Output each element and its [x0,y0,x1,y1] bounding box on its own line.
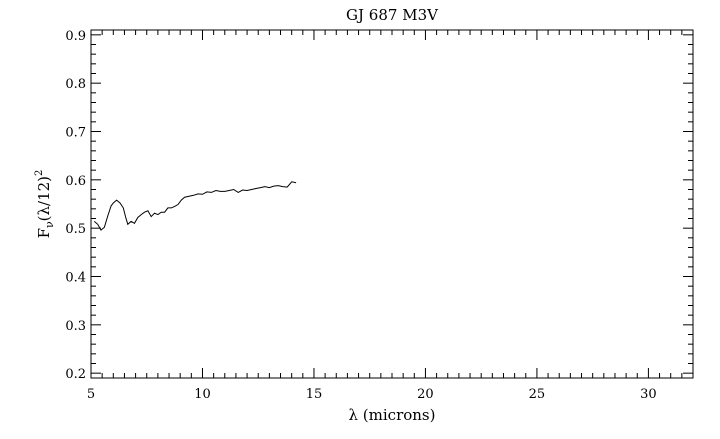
x-tick-label: 5 [87,387,95,402]
y-tick-label: 0.3 [65,319,86,334]
y-axis-title: Fν(λ/12)2 [34,170,56,239]
y-tick-label: 0.2 [65,367,86,382]
plot-frame [90,29,694,379]
x-tick-label: 10 [194,387,211,402]
series-group [93,181,297,231]
x-tick-label: 15 [306,387,323,402]
x-tick-label: 20 [417,387,434,402]
x-tick-label: 25 [529,387,546,402]
x-axis-title: λ (microns) [349,406,436,424]
y-axis-title-sup: 2 [34,170,45,176]
y-tick-label: 0.7 [65,126,86,141]
y-tick-label: 0.5 [65,222,86,237]
y-tick-labels: 0.2 0.3 0.4 0.5 0.6 0.7 0.8 0.9 [65,29,86,382]
plot-frame-rect [90,29,694,379]
chart-title: GJ 687 M3V [346,6,439,24]
y-axis-title-mid: (λ/12) [35,176,53,221]
axis-ticks [90,30,694,378]
x-tick-label: 30 [640,387,657,402]
y-tick-label: 0.4 [65,271,86,286]
x-tick-labels: 5 10 15 20 25 30 [87,387,657,402]
y-tick-label: 0.6 [65,174,86,189]
y-axis-title-text: Fν(λ/12)2 [34,170,56,239]
y-tick-label: 0.8 [65,77,86,92]
y-axis-title-sub: ν [43,221,56,228]
y-tick-label: 0.9 [65,29,86,44]
y-axis-title-base: F [35,228,53,238]
spectrum-line [93,181,297,231]
